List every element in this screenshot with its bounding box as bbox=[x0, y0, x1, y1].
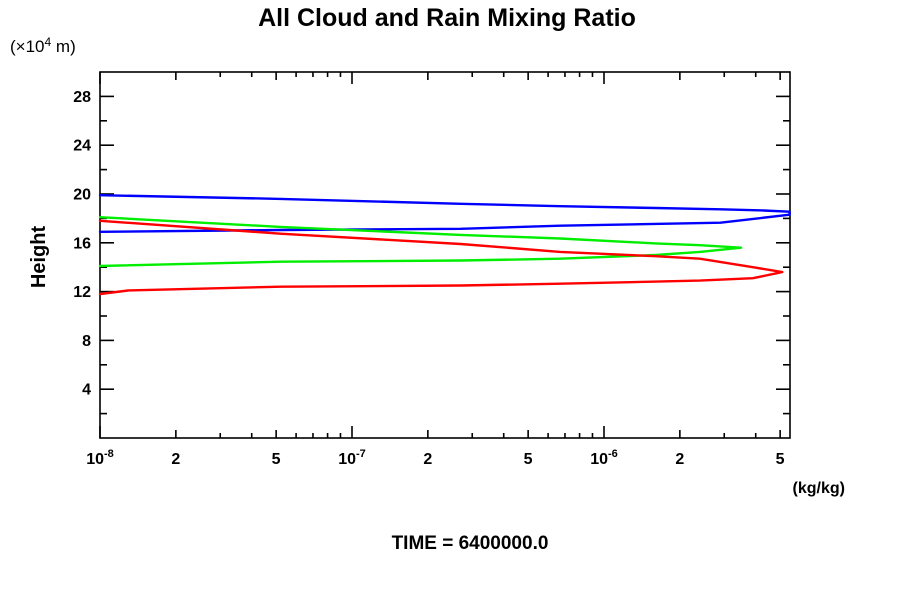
chart-title: All Cloud and Rain Mixing Ratio bbox=[258, 4, 636, 32]
x-tick-label: 5 bbox=[272, 451, 281, 468]
x-tick-label: 5 bbox=[524, 451, 533, 468]
axis-ticks bbox=[99, 72, 790, 438]
x-tick-label: 2 bbox=[171, 451, 180, 468]
time-footer: TIME = 6400000.0 bbox=[392, 533, 549, 554]
x-tick-label: 10-6 bbox=[590, 448, 618, 468]
plot-border bbox=[99, 71, 791, 439]
y-tick-label: 24 bbox=[73, 138, 91, 155]
y-tick-label: 12 bbox=[73, 284, 91, 301]
y-tick-label: 16 bbox=[73, 235, 91, 252]
y-tick-label: 8 bbox=[82, 333, 91, 350]
x-tick-label: 10-7 bbox=[338, 448, 366, 468]
x-tick-label: 5 bbox=[776, 451, 785, 468]
series-red-line bbox=[98, 219, 784, 296]
y-tick-labels: 4 8 12 16 20 24 28 bbox=[73, 89, 91, 399]
series-lines bbox=[98, 194, 791, 296]
y-axis-unit: (×104 m) bbox=[10, 35, 76, 56]
y-axis-label: Height bbox=[28, 226, 50, 289]
series-green-line bbox=[98, 216, 743, 268]
x-tick-label: 10-8 bbox=[86, 448, 114, 468]
y-tick-label: 20 bbox=[73, 187, 91, 204]
series-blue-line bbox=[98, 194, 791, 233]
x-tick-label: 2 bbox=[675, 451, 684, 468]
x-tick-labels: 10-8 2 5 10-7 2 5 10-6 2 5 bbox=[86, 448, 784, 468]
x-axis-unit: (kg/kg) bbox=[793, 480, 845, 497]
plot-frame bbox=[99, 71, 791, 439]
x-tick-label: 2 bbox=[423, 451, 432, 468]
y-tick-label: 4 bbox=[82, 382, 91, 399]
y-tick-label: 28 bbox=[73, 89, 91, 106]
